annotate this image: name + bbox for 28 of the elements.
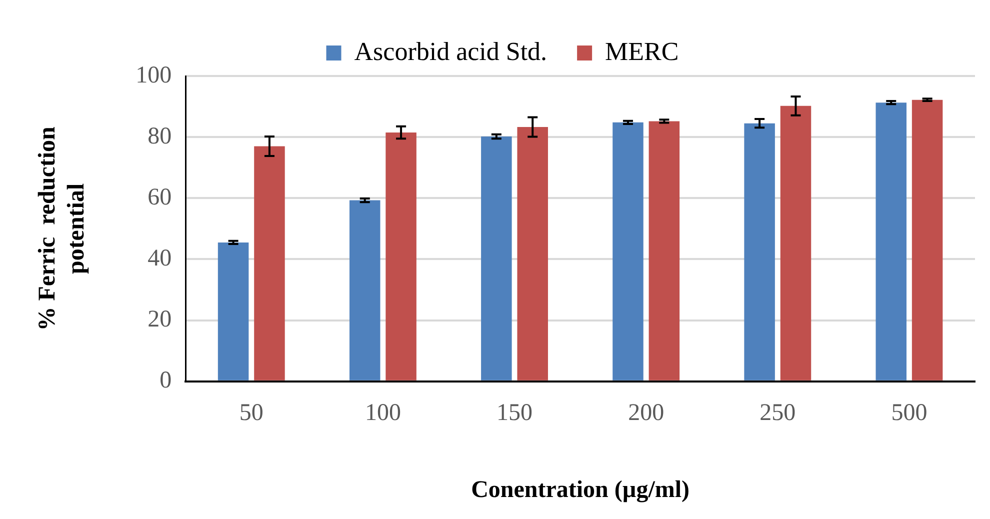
bar [612, 122, 644, 380]
bar [517, 127, 548, 380]
bar [912, 100, 943, 380]
bar [780, 106, 812, 380]
bar [648, 121, 680, 380]
y-tick-label: 80 [148, 123, 172, 150]
x-tick-label: 500 [891, 400, 928, 426]
legend-label: MERC [605, 36, 679, 66]
bar [876, 102, 907, 380]
legend-label: Ascorbid acid Std. [354, 36, 548, 66]
x-tick-label: 100 [364, 400, 401, 426]
x-tick-label: 250 [760, 400, 796, 426]
bar [349, 200, 380, 380]
bar [254, 146, 285, 380]
x-tick-label: 50 [239, 400, 264, 426]
bar [744, 123, 775, 380]
y-tick-label: 60 [148, 184, 172, 210]
bar [218, 242, 249, 380]
bar [481, 136, 512, 380]
y-tick-label: 20 [148, 306, 172, 333]
y-tick-label: 40 [148, 246, 172, 272]
bar [386, 132, 416, 380]
y-axis-title: % Ferric reduction potential [34, 126, 90, 331]
x-tick-label: 150 [496, 400, 533, 426]
x-axis-title: Conentration (µg/ml) [471, 476, 690, 503]
y-tick-label: 100 [136, 62, 172, 88]
y-tick-label: 0 [160, 368, 172, 394]
x-tick-label: 200 [628, 400, 664, 426]
